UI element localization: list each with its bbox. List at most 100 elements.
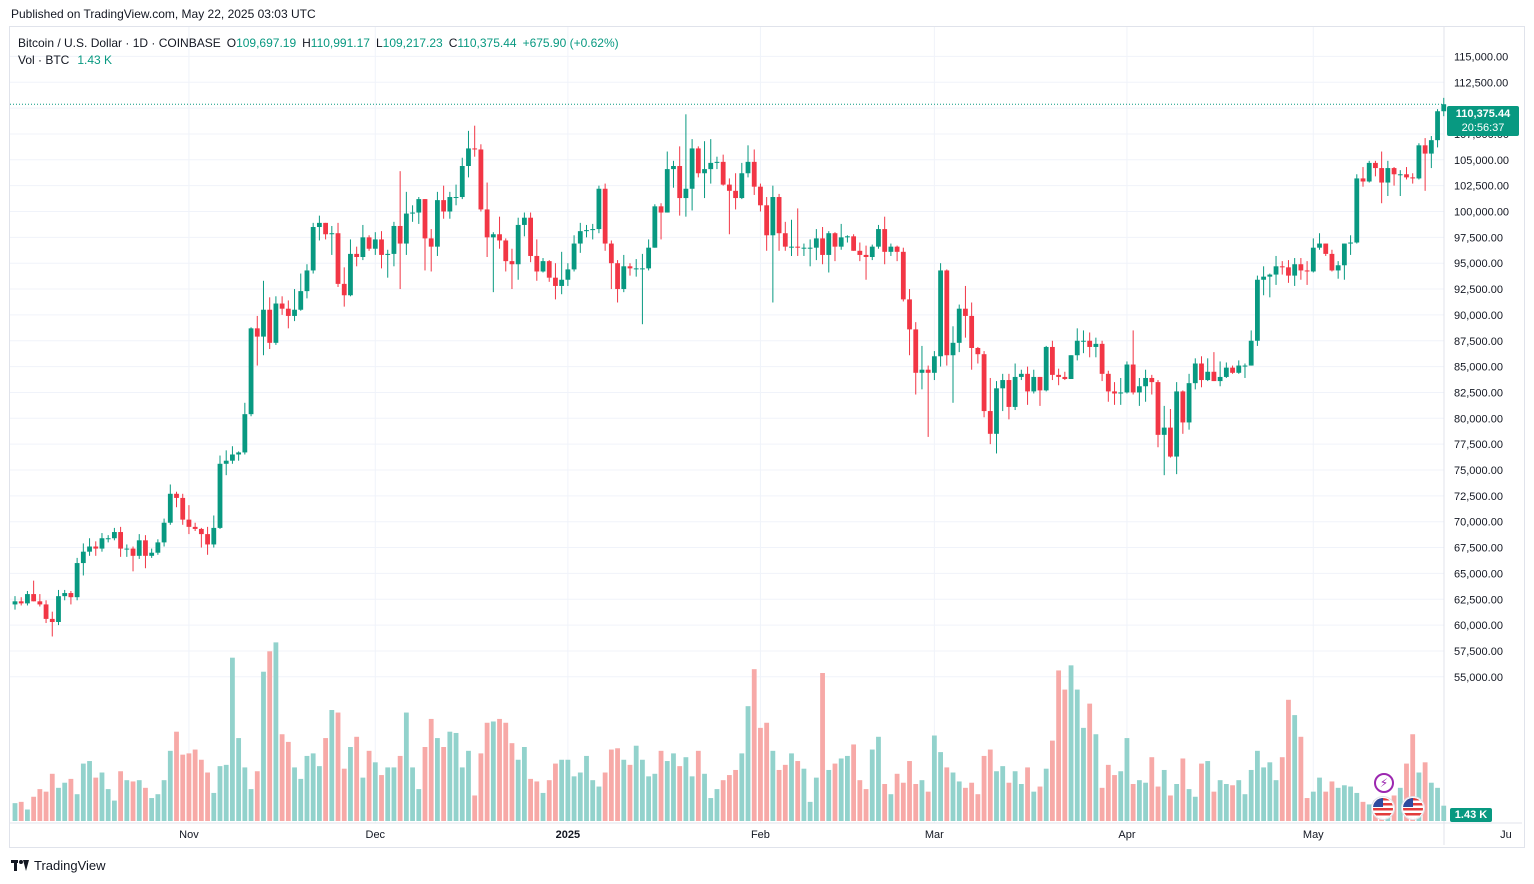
- symbol-title[interactable]: Bitcoin / U.S. Dollar · 1D · COINBASE: [18, 36, 221, 50]
- volume-bar: [590, 780, 596, 821]
- candle-body: [1174, 391, 1180, 457]
- price-axis-label: 72,500.00: [1454, 491, 1503, 503]
- candle-body: [832, 233, 838, 247]
- volume-bar: [1031, 791, 1037, 821]
- candle-body: [1087, 340, 1093, 347]
- candle-body: [18, 601, 24, 604]
- candle-body: [931, 356, 937, 373]
- candle-body: [1199, 363, 1204, 381]
- candle-body: [1161, 427, 1167, 435]
- candle-body: [1441, 104, 1447, 112]
- volume-bar: [776, 769, 782, 821]
- volume-bar: [515, 759, 521, 821]
- candle-body: [813, 238, 819, 248]
- volume-bar: [1248, 769, 1254, 821]
- candle-body: [130, 548, 136, 556]
- volume-bar: [950, 772, 956, 821]
- footer-brand[interactable]: TradingView: [34, 858, 106, 873]
- candle-body: [1056, 374, 1062, 377]
- candle-body: [105, 538, 111, 540]
- volume-bar: [1348, 786, 1353, 821]
- candle-body: [919, 369, 925, 373]
- volume-bar: [1255, 750, 1260, 821]
- volume-bar: [1304, 798, 1310, 821]
- candle-body: [143, 540, 148, 556]
- volume-bar: [478, 753, 484, 821]
- volume-bar: [1161, 769, 1167, 821]
- change-value: +675.90 (+0.62%): [522, 36, 619, 50]
- volume-bar: [640, 759, 645, 821]
- volume-bar: [528, 778, 533, 821]
- candle-body: [534, 255, 540, 272]
- volume-bar: [857, 780, 863, 821]
- volume-bar: [49, 773, 55, 821]
- volume-bar: [273, 642, 279, 821]
- candle-body: [1000, 380, 1006, 389]
- volume-bar: [124, 780, 130, 821]
- candle-body: [1385, 168, 1391, 183]
- price-chart[interactable]: 55,000.00 57,500.00 60,000.00 62,500.00 65,0…: [10, 27, 1522, 845]
- price-axis-label: 102,500.00: [1454, 181, 1509, 193]
- us-flag-icon[interactable]: [1372, 797, 1394, 819]
- volume-bar: [93, 777, 99, 821]
- candle-body: [925, 369, 931, 373]
- volume-bar: [143, 787, 148, 821]
- volume-bar: [1025, 767, 1030, 821]
- candle-body: [1248, 340, 1254, 366]
- volume-bar: [1018, 784, 1024, 821]
- volume-bar: [1261, 767, 1267, 821]
- volume-bar: [521, 747, 527, 821]
- volume-bar: [1056, 670, 1062, 821]
- lightning-icon[interactable]: ⚡: [1374, 773, 1394, 793]
- candle-body: [795, 246, 801, 248]
- volume-bar: [372, 762, 378, 821]
- volume-bar: [441, 747, 447, 821]
- volume-bar: [341, 768, 347, 821]
- volume-bar: [1068, 665, 1074, 821]
- volume-bar: [1397, 787, 1403, 821]
- volume-bar: [1000, 766, 1006, 821]
- volume-label[interactable]: Vol · BTC: [18, 53, 70, 67]
- candle-body: [397, 225, 403, 244]
- volume-bar: [987, 749, 993, 821]
- volume-bar: [99, 772, 105, 821]
- volume-bar: [1267, 762, 1273, 821]
- candle-body: [87, 546, 92, 552]
- candle-body: [869, 246, 875, 257]
- volume-bar: [888, 794, 894, 821]
- time-axis-label: Nov: [179, 829, 199, 841]
- price-axis-label: 115,000.00: [1454, 51, 1508, 63]
- candle-body: [1006, 380, 1012, 407]
- candle-body: [348, 253, 353, 296]
- volume-bar: [1112, 775, 1117, 821]
- volume-bar: [1081, 727, 1086, 821]
- volume-bar: [335, 712, 341, 821]
- volume-bar: [167, 750, 173, 821]
- candle-body: [708, 162, 714, 170]
- candle-body: [683, 188, 689, 199]
- volume-bar: [236, 738, 242, 821]
- volume-bar: [43, 791, 49, 821]
- candle-body: [1410, 177, 1416, 179]
- candle-body: [447, 197, 453, 212]
- candle-body: [267, 309, 273, 343]
- volume-bar: [969, 782, 975, 821]
- volume-bar: [1012, 771, 1018, 821]
- volume-bar: [726, 775, 732, 821]
- volume-bar: [180, 754, 186, 821]
- volume-bar: [1130, 784, 1136, 821]
- candle-body: [80, 551, 86, 564]
- volume-bar: [1323, 791, 1329, 821]
- candle-body: [1149, 377, 1155, 383]
- volume-bar: [149, 798, 155, 821]
- volume-bar: [397, 755, 403, 821]
- price-axis-label: 67,500.00: [1454, 543, 1503, 555]
- volume-bar: [453, 732, 459, 821]
- candle-body: [907, 299, 912, 330]
- candle-body: [136, 540, 142, 556]
- candle-body: [1391, 168, 1397, 175]
- us-flag-icon[interactable]: [1402, 797, 1424, 819]
- volume-bar: [664, 761, 670, 821]
- candle-body: [43, 604, 49, 619]
- volume-bar: [1118, 771, 1124, 821]
